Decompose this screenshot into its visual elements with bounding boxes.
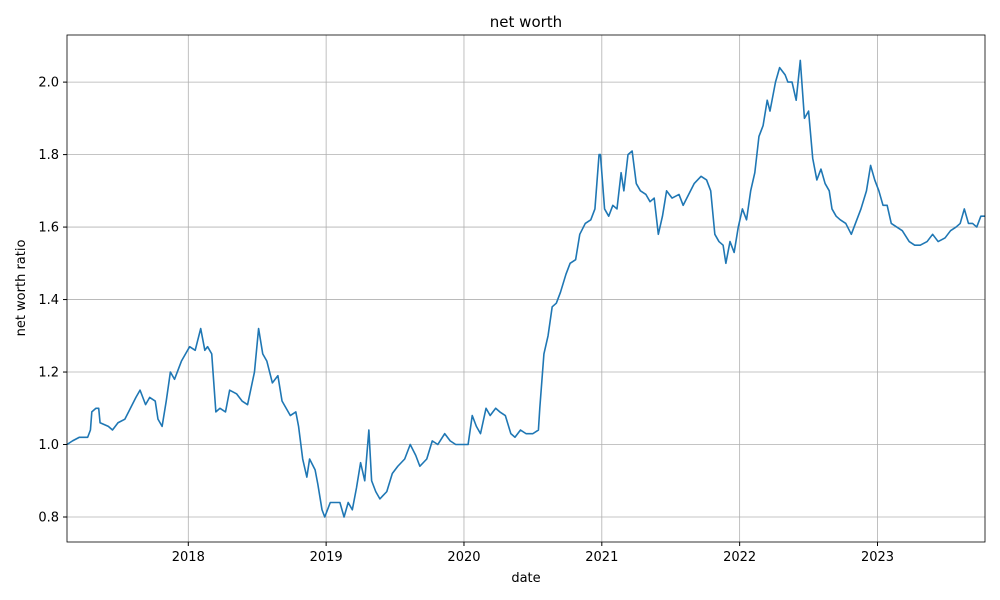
x-tick-label: 2018 — [172, 550, 205, 565]
x-axis-label: date — [511, 571, 540, 586]
data-line — [66, 59, 985, 518]
chart-title: net worth — [490, 13, 562, 31]
plot-frame — [66, 34, 986, 543]
y-tick-label: 1.4 — [38, 293, 59, 308]
y-tick-label: 1.6 — [38, 221, 59, 236]
x-tick-label: 2019 — [310, 550, 343, 565]
y-tick-label: 1.0 — [38, 438, 59, 453]
y-tick-label: 1.2 — [38, 366, 59, 381]
x-tick-label: 2021 — [585, 550, 618, 565]
x-tick-label: 2020 — [447, 550, 480, 565]
x-tick-label: 2023 — [861, 550, 894, 565]
y-tick-label: 2.0 — [38, 76, 59, 91]
y-tick-label: 0.8 — [38, 510, 59, 525]
y-tick-label: 1.8 — [38, 148, 59, 163]
y-axis-label: net worth ratio — [14, 240, 29, 337]
x-tick-label: 2022 — [723, 550, 756, 565]
